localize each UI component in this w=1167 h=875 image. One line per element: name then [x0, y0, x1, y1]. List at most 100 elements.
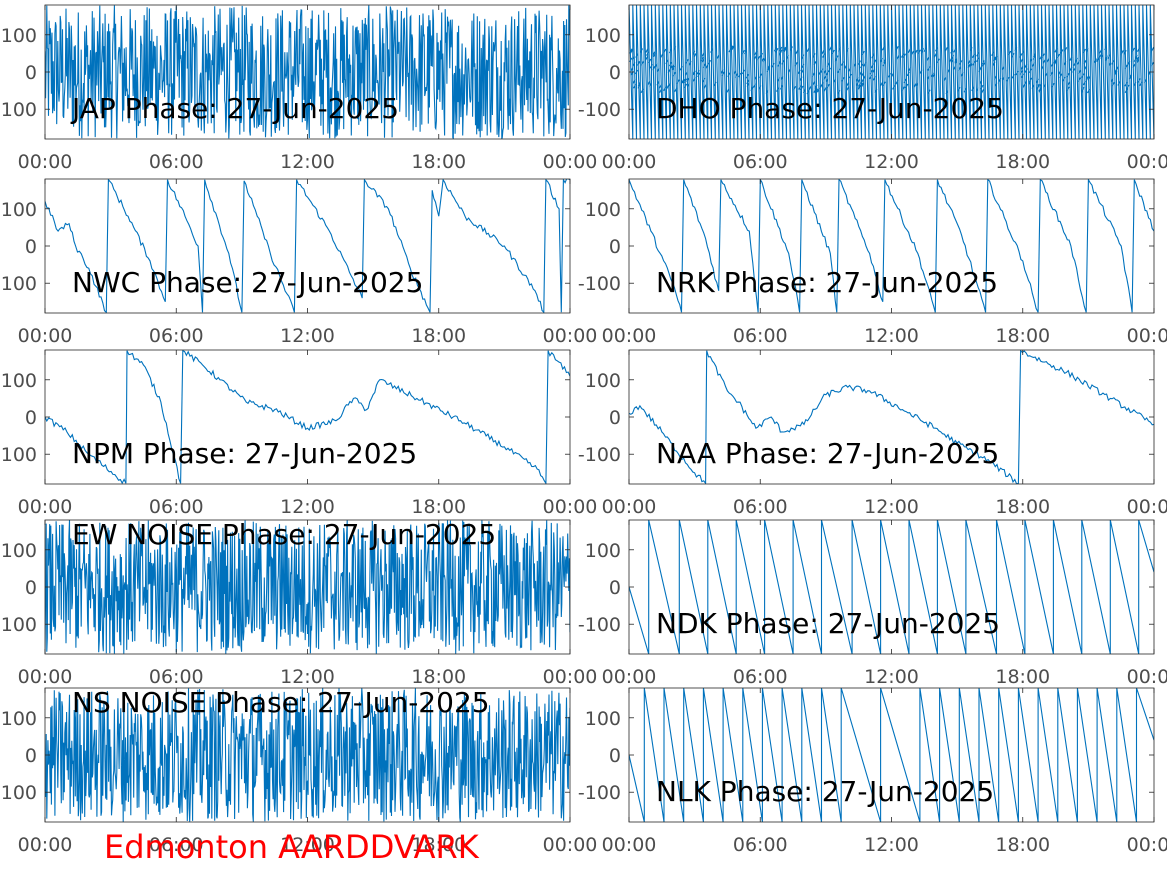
panel-naa: 100 0 -100 00:00 06:00 12:00 18:00 00:00 NAA Pha…: [578, 349, 1167, 518]
x-tick-label: 00:00: [18, 325, 73, 347]
phase-series: [629, 520, 1154, 654]
x-tick-label: 00:00: [1127, 666, 1167, 688]
y-tick-label: -100: [0, 782, 37, 804]
y-tick-label: -100: [578, 614, 621, 636]
panel-title: NDK Phase: 27-Jun-2025: [656, 607, 1000, 640]
x-tick-label: 12:00: [280, 325, 335, 347]
y-tick-label: -100: [0, 444, 37, 466]
x-tick-label: 00:00: [1127, 834, 1167, 856]
x-tick-label: 00:00: [543, 834, 598, 856]
y-tick-label: 0: [609, 577, 621, 599]
x-tick-label: 06:00: [149, 496, 204, 518]
x-tick-label: 12:00: [864, 834, 919, 856]
y-tick-label: 0: [609, 236, 621, 258]
y-tick-label: 0: [25, 407, 37, 429]
x-tick-label: 00:00: [602, 834, 657, 856]
station-label: Edmonton AARDDVARK: [104, 828, 479, 866]
panel-jap: 100 0 -100 00:00 06:00 12:00 18:00 00:00 JAP Pha…: [0, 4, 598, 173]
y-tick-label: -100: [578, 782, 621, 804]
x-tick-label: 06:00: [733, 151, 788, 173]
y-tick-label: 100: [1, 370, 37, 392]
phase-series: [629, 688, 1154, 822]
x-tick-label: 00:00: [18, 496, 73, 518]
x-tick-label: 00:00: [1127, 325, 1167, 347]
x-tick-label: 00:00: [1127, 151, 1167, 173]
panel-title: EW NOISE Phase: 27-Jun-2025: [72, 518, 496, 551]
y-tick-label: 0: [25, 236, 37, 258]
x-tick-label: 18:00: [411, 834, 466, 856]
phase-series: [45, 5, 570, 139]
panel-title: NPM Phase: 27-Jun-2025: [72, 437, 417, 470]
y-tick-label: 0: [609, 407, 621, 429]
phase-series: [45, 520, 570, 654]
x-tick-label: 12:00: [864, 151, 919, 173]
phase-series: [629, 5, 1154, 139]
x-tick-label: 00:00: [18, 834, 73, 856]
x-tick-label: 06:00: [149, 325, 204, 347]
panel-dho: 100 0 -100 00:00 06:00 12:00 18:00 00:00 DHO Pha…: [578, 4, 1167, 173]
panel-title: DHO Phase: 27-Jun-2025: [656, 92, 1004, 125]
x-tick-label: 12:00: [280, 834, 335, 856]
y-tick-label: 100: [585, 708, 621, 730]
x-tick-label: 06:00: [733, 834, 788, 856]
x-tick-label: 00:00: [543, 496, 598, 518]
y-tick-label: 0: [25, 577, 37, 599]
y-tick-label: 100: [1, 540, 37, 562]
x-tick-label: 12:00: [280, 666, 335, 688]
x-tick-label: 18:00: [995, 666, 1050, 688]
panel-ndk: 100 0 -100 00:00 06:00 12:00 18:00 00:00 NDK Pha…: [578, 519, 1167, 688]
y-tick-label: 100: [1, 708, 37, 730]
y-tick-label: 0: [25, 62, 37, 84]
x-tick-label: 06:00: [149, 666, 204, 688]
x-tick-label: 00:00: [543, 325, 598, 347]
x-tick-label: 06:00: [149, 834, 204, 856]
x-tick-label: 00:00: [602, 496, 657, 518]
panel-npm: 100 0 -100 00:00 06:00 12:00 18:00 00:00 NPM Pha…: [0, 349, 598, 518]
x-tick-label: 18:00: [411, 325, 466, 347]
x-tick-label: 18:00: [995, 151, 1050, 173]
panel-title: NLK Phase: 27-Jun-2025: [656, 775, 994, 808]
x-tick-label: 12:00: [864, 496, 919, 518]
x-tick-label: 18:00: [411, 496, 466, 518]
x-tick-label: 18:00: [995, 325, 1050, 347]
panel-title: NAA Phase: 27-Jun-2025: [656, 437, 999, 470]
y-tick-label: -100: [578, 99, 621, 121]
x-tick-label: 06:00: [733, 325, 788, 347]
phase-series: [45, 179, 570, 313]
y-tick-label: 0: [609, 62, 621, 84]
x-tick-label: 00:00: [18, 151, 73, 173]
panel-nlk: 100 0 -100 00:00 06:00 12:00 18:00 00:00 NLK Pha…: [578, 687, 1167, 856]
panel-nrk: 100 0 -100 00:00 06:00 12:00 18:00 00:00 NRK Pha…: [578, 178, 1167, 347]
phase-series: [629, 350, 1154, 484]
x-tick-label: 00:00: [602, 325, 657, 347]
x-tick-label: 00:00: [18, 666, 73, 688]
y-tick-label: -100: [578, 444, 621, 466]
y-tick-label: 100: [1, 199, 37, 221]
panel-ew-noise: 100 0 -100 00:00 06:00 12:00 18:00 00:00 EW NOIS…: [0, 518, 597, 688]
panel-title: NRK Phase: 27-Jun-2025: [656, 266, 998, 299]
x-tick-label: 18:00: [995, 834, 1050, 856]
x-tick-label: 12:00: [864, 666, 919, 688]
x-tick-label: 18:00: [411, 151, 466, 173]
phase-series: [629, 179, 1154, 313]
x-tick-label: 06:00: [733, 496, 788, 518]
x-tick-label: 00:00: [543, 666, 598, 688]
x-tick-label: 00:00: [1127, 496, 1167, 518]
y-tick-label: -100: [0, 273, 37, 295]
y-tick-label: 100: [585, 540, 621, 562]
x-tick-label: 06:00: [149, 151, 204, 173]
phase-series: [45, 350, 570, 484]
y-tick-label: 0: [25, 745, 37, 767]
x-tick-label: 12:00: [280, 151, 335, 173]
y-tick-label: -100: [578, 273, 621, 295]
panel-title: NS NOISE Phase: 27-Jun-2025: [72, 686, 490, 719]
panel-ns-noise: 100 0 -100 00:00 06:00 12:00 18:00 00:00 NS NOIS…: [0, 686, 597, 856]
x-tick-label: 18:00: [995, 496, 1050, 518]
x-tick-label: 00:00: [602, 666, 657, 688]
x-tick-label: 06:00: [733, 666, 788, 688]
y-tick-label: 100: [585, 25, 621, 47]
x-tick-label: 12:00: [864, 325, 919, 347]
x-tick-label: 00:00: [543, 151, 598, 173]
panel-title: JAP Phase: 27-Jun-2025: [70, 92, 399, 125]
